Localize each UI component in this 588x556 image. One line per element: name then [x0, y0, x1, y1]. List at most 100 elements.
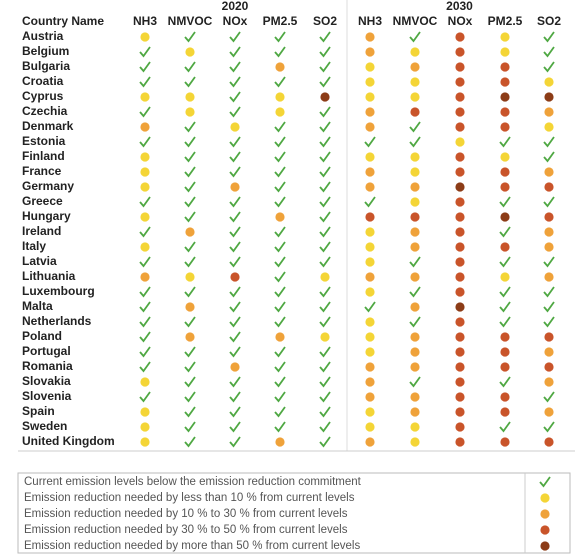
- status-dot: [185, 47, 195, 57]
- status-dot: [140, 407, 150, 417]
- check-icon: [184, 376, 196, 388]
- check-icon: [274, 76, 286, 88]
- status-dot: [540, 541, 550, 551]
- check-icon: [229, 136, 241, 148]
- status-dot: [365, 242, 375, 252]
- country-name: Spain: [22, 404, 55, 418]
- check-icon: [229, 76, 241, 88]
- column-header: Country Name: [22, 14, 104, 28]
- status-dot: [455, 242, 465, 252]
- check-icon: [229, 91, 241, 103]
- status-dot: [455, 182, 465, 192]
- status-dot: [544, 167, 554, 177]
- check-icon: [229, 196, 241, 208]
- column-header: NMVOC: [168, 14, 213, 28]
- check-icon: [229, 226, 241, 238]
- country-name: Portugal: [22, 344, 71, 358]
- status-dot: [230, 182, 240, 192]
- column-header: PM2.5: [488, 14, 523, 28]
- status-dot: [455, 107, 465, 117]
- status-dot: [365, 92, 375, 102]
- check-icon: [274, 181, 286, 193]
- check-icon: [319, 301, 331, 313]
- legend-label: Emission reduction needed by less than 1…: [24, 492, 355, 504]
- status-dot: [185, 332, 195, 342]
- country-name: Bulgaria: [22, 59, 70, 73]
- check-icon: [229, 421, 241, 433]
- status-dot: [455, 362, 465, 372]
- check-icon: [319, 361, 331, 373]
- status-dot: [500, 272, 510, 282]
- check-icon: [319, 211, 331, 223]
- status-dot: [320, 272, 330, 282]
- check-icon: [274, 316, 286, 328]
- status-dot: [410, 77, 420, 87]
- check-icon: [543, 61, 555, 73]
- status-dot: [275, 332, 285, 342]
- check-icon: [139, 76, 151, 88]
- check-icon: [499, 316, 511, 328]
- check-icon: [543, 31, 555, 43]
- check-icon: [319, 151, 331, 163]
- status-dot: [140, 182, 150, 192]
- check-icon: [229, 376, 241, 388]
- status-dot: [540, 525, 550, 535]
- status-dot: [500, 47, 510, 57]
- check-icon: [229, 241, 241, 253]
- status-dot: [544, 92, 554, 102]
- status-dot: [365, 47, 375, 57]
- year-header: 2030: [446, 0, 473, 13]
- country-name: Ireland: [22, 224, 61, 238]
- status-dot: [455, 422, 465, 432]
- check-icon: [184, 316, 196, 328]
- check-icon: [139, 301, 151, 313]
- legend-label: Emission reduction needed by more than 5…: [24, 540, 360, 552]
- country-name: Germany: [22, 179, 74, 193]
- check-icon: [274, 226, 286, 238]
- status-dot: [410, 47, 420, 57]
- status-dot: [365, 182, 375, 192]
- status-dot: [410, 167, 420, 177]
- check-icon: [229, 31, 241, 43]
- status-dot: [455, 122, 465, 132]
- country-name: Cyprus: [22, 89, 64, 103]
- status-dot: [455, 302, 465, 312]
- status-dot: [365, 32, 375, 42]
- check-icon: [499, 136, 511, 148]
- check-icon: [229, 286, 241, 298]
- check-icon: [184, 76, 196, 88]
- check-icon: [184, 211, 196, 223]
- check-icon: [319, 256, 331, 268]
- status-dot: [455, 287, 465, 297]
- status-dot: [185, 272, 195, 282]
- check-icon: [229, 151, 241, 163]
- check-icon: [409, 286, 421, 298]
- check-icon: [319, 346, 331, 358]
- status-dot: [544, 272, 554, 282]
- status-dot: [455, 377, 465, 387]
- check-icon: [543, 151, 555, 163]
- status-dot: [410, 242, 420, 252]
- status-dot: [275, 212, 285, 222]
- status-dot: [500, 362, 510, 372]
- country-name: Poland: [22, 329, 62, 343]
- country-name: Hungary: [22, 209, 71, 223]
- status-dot: [544, 77, 554, 87]
- status-dot: [500, 182, 510, 192]
- column-header: NOx: [448, 14, 473, 28]
- status-dot: [455, 62, 465, 72]
- legend-label: Emission reduction needed by 10 % to 30 …: [24, 508, 348, 520]
- status-dot: [365, 152, 375, 162]
- check-icon: [274, 196, 286, 208]
- check-icon: [274, 301, 286, 313]
- status-dot: [140, 167, 150, 177]
- check-icon: [139, 256, 151, 268]
- check-icon: [274, 136, 286, 148]
- status-dot: [410, 362, 420, 372]
- check-icon: [274, 391, 286, 403]
- check-icon: [139, 61, 151, 73]
- country-name: Belgium: [22, 44, 69, 58]
- status-dot: [544, 332, 554, 342]
- check-icon: [274, 166, 286, 178]
- check-icon: [274, 376, 286, 388]
